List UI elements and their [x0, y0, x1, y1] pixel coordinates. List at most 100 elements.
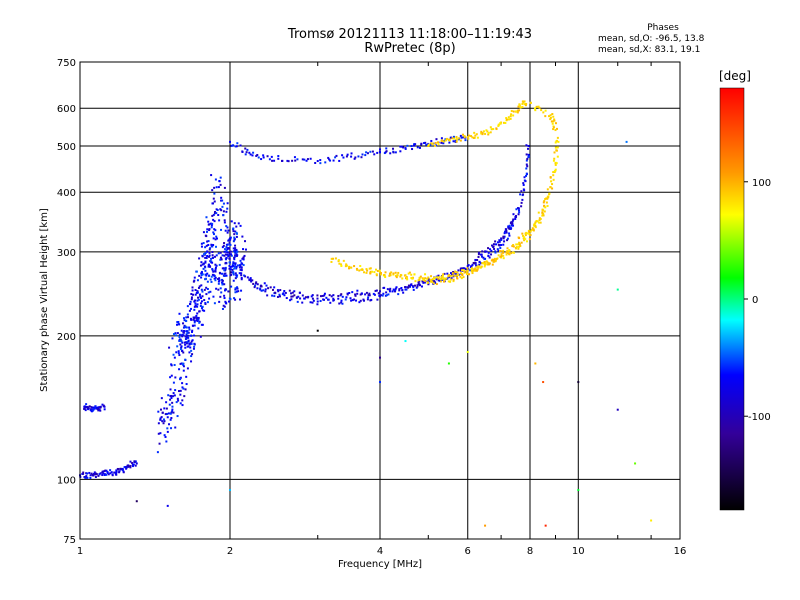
data-point: [189, 303, 192, 306]
data-point: [230, 285, 233, 288]
data-point: [459, 272, 462, 275]
data-point: [234, 247, 237, 250]
data-point: [506, 237, 509, 240]
data-point: [249, 153, 252, 156]
data-point: [172, 353, 175, 356]
data-point: [135, 500, 138, 503]
data-point: [176, 415, 179, 418]
data-point: [226, 253, 229, 256]
data-point: [227, 229, 230, 232]
data-point: [353, 298, 356, 301]
data-point: [502, 121, 505, 124]
data-point: [221, 282, 224, 285]
data-point: [187, 340, 190, 343]
data-point: [242, 258, 245, 261]
data-point: [276, 295, 279, 298]
data-point: [455, 272, 458, 275]
data-point: [539, 217, 542, 220]
data-point: [232, 279, 235, 282]
data-point: [175, 351, 178, 354]
data-point: [92, 472, 95, 475]
data-point: [181, 399, 184, 402]
data-point: [90, 409, 93, 412]
data-point: [426, 281, 429, 284]
data-point: [338, 302, 341, 305]
data-point: [262, 154, 265, 157]
data-point: [353, 265, 356, 268]
data-point: [224, 261, 227, 264]
data-point: [446, 277, 449, 280]
data-point: [179, 362, 182, 365]
data-point: [256, 153, 259, 156]
data-point: [500, 239, 503, 242]
data-point: [163, 420, 166, 423]
data-point: [238, 272, 241, 275]
data-point: [471, 136, 474, 139]
data-point: [185, 383, 188, 386]
data-point: [484, 250, 487, 253]
data-point: [193, 319, 196, 322]
data-point: [525, 144, 528, 147]
data-point: [518, 243, 521, 246]
data-point: [236, 264, 239, 267]
data-point: [498, 239, 501, 242]
data-point: [526, 165, 529, 168]
data-point: [477, 265, 480, 268]
data-point: [214, 263, 217, 266]
data-point: [208, 251, 211, 254]
data-point: [502, 254, 505, 257]
data-point: [212, 244, 215, 247]
data-point: [541, 208, 544, 211]
y-tick-label: 500: [57, 142, 76, 153]
data-point: [401, 289, 404, 292]
data-point: [365, 271, 368, 274]
data-point: [221, 307, 224, 310]
data-point: [204, 234, 207, 237]
data-point: [537, 211, 540, 214]
data-point: [235, 225, 238, 228]
data-point: [388, 274, 391, 277]
data-point: [487, 254, 490, 257]
data-point: [487, 132, 490, 135]
data-point: [512, 224, 515, 227]
data-point: [234, 244, 237, 247]
data-point: [387, 293, 390, 296]
data-point: [319, 300, 322, 303]
data-point: [219, 256, 222, 259]
data-point: [89, 474, 92, 477]
data-point: [178, 333, 181, 336]
data-point: [379, 381, 381, 384]
data-point: [156, 451, 159, 454]
data-point: [184, 335, 187, 338]
data-point: [534, 221, 537, 224]
data-point: [379, 294, 382, 297]
data-point: [95, 473, 98, 476]
data-point: [168, 346, 171, 349]
data-point: [518, 109, 521, 112]
data-point: [234, 250, 237, 253]
data-point: [367, 294, 370, 297]
data-point: [191, 289, 194, 292]
data-point: [471, 272, 474, 275]
data-point: [214, 178, 217, 181]
data-point: [459, 269, 462, 272]
data-point: [505, 229, 508, 232]
data-point: [407, 272, 410, 275]
data-point: [340, 301, 343, 304]
data-point: [510, 252, 513, 255]
data-point: [384, 294, 387, 297]
data-point: [187, 331, 190, 334]
data-point: [235, 235, 238, 238]
data-point: [223, 248, 226, 251]
data-point: [523, 239, 526, 242]
data-point: [177, 399, 180, 402]
data-point: [268, 158, 271, 161]
phase-stats-o: mean, sd,O: -96.5, 13.8: [598, 34, 705, 44]
data-point: [180, 362, 183, 365]
data-point: [538, 221, 541, 224]
data-point: [259, 288, 262, 291]
data-point: [427, 283, 430, 286]
data-point: [219, 176, 222, 179]
data-point: [552, 120, 555, 123]
data-point: [327, 298, 330, 301]
